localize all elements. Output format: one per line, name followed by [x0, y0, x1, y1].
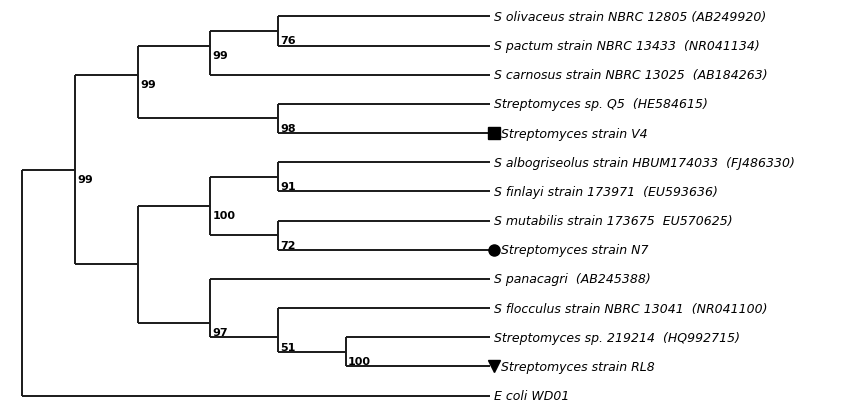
Text: Streptomyces strain RL8: Streptomyces strain RL8	[501, 360, 655, 373]
Text: Streptomyces sp. Q5  (HE584615): Streptomyces sp. Q5 (HE584615)	[495, 98, 708, 111]
Text: 72: 72	[280, 240, 296, 250]
Text: E coli WD01: E coli WD01	[495, 389, 570, 402]
Text: S flocculus strain NBRC 13041  (NR041100): S flocculus strain NBRC 13041 (NR041100)	[495, 302, 768, 315]
Text: S mutabilis strain 173675  EU570625): S mutabilis strain 173675 EU570625)	[495, 215, 733, 228]
Text: S carnosus strain NBRC 13025  (AB184263): S carnosus strain NBRC 13025 (AB184263)	[495, 69, 768, 82]
Text: 99: 99	[213, 51, 229, 61]
Text: Streptomyces sp. 219214  (HQ992715): Streptomyces sp. 219214 (HQ992715)	[495, 331, 740, 344]
Text: Streptomyces strain V4: Streptomyces strain V4	[501, 127, 648, 140]
Text: 98: 98	[280, 123, 296, 133]
Text: 99: 99	[141, 80, 156, 90]
Text: 99: 99	[78, 174, 93, 185]
Text: 100: 100	[213, 211, 235, 221]
Text: 100: 100	[348, 356, 371, 366]
Text: 91: 91	[280, 182, 296, 192]
Text: S albogriseolus strain HBUM174033  (FJ486330): S albogriseolus strain HBUM174033 (FJ486…	[495, 157, 795, 169]
Text: 51: 51	[280, 342, 296, 352]
Text: 97: 97	[213, 327, 229, 337]
Text: S panacagri  (AB245388): S panacagri (AB245388)	[495, 273, 651, 286]
Text: Streptomyces strain N7: Streptomyces strain N7	[501, 244, 649, 256]
Text: 76: 76	[280, 36, 296, 46]
Text: S olivaceus strain NBRC 12805 (AB249920): S olivaceus strain NBRC 12805 (AB249920)	[495, 11, 767, 24]
Text: S finlayi strain 173971  (EU593636): S finlayi strain 173971 (EU593636)	[495, 185, 718, 198]
Text: S pactum strain NBRC 13433  (NR041134): S pactum strain NBRC 13433 (NR041134)	[495, 40, 760, 53]
